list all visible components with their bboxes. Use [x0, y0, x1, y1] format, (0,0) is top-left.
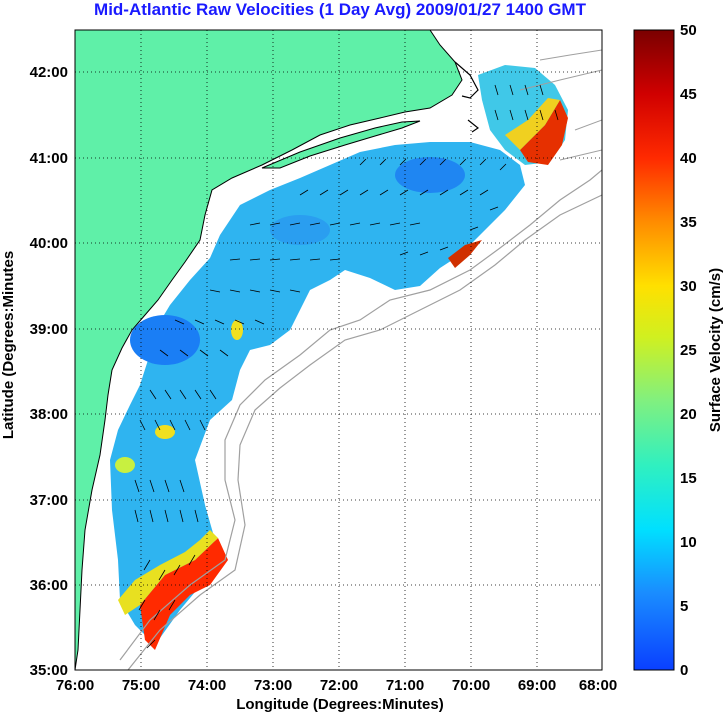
bathymetry-contour: [519, 49, 602, 161]
high-velocity-ne-yellow: [505, 98, 560, 150]
chart-title: Mid-Atlantic Raw Velocities (1 Day Avg) …: [94, 0, 586, 19]
x-tick-label: 68:00: [579, 677, 617, 694]
colorbar-tick-label: 0: [680, 662, 688, 679]
map-layers: [75, 30, 602, 670]
colorbar-scale: [633, 29, 675, 671]
x-tick-label: 71:00: [386, 677, 424, 694]
x-axis-ticks: 76:00 75:00 74:00 73:00 72:00 71:00 70:0…: [56, 677, 617, 694]
x-tick-label: 75:00: [122, 677, 160, 694]
x-axis-label: Longitude (Degrees:Minutes): [236, 696, 444, 713]
velocity-arrows: [134, 84, 559, 649]
x-tick-label: 70:00: [452, 677, 490, 694]
colorbar-label: Surface Velocity (cm/s): [707, 268, 724, 432]
colorbar-tick-label: 40: [680, 150, 697, 167]
y-tick-label: 35:00: [30, 662, 68, 679]
land-mass: [75, 30, 463, 670]
low-velocity-patch: [395, 157, 465, 193]
plot-frame: [74, 29, 603, 671]
medium-velocity-patch: [231, 320, 243, 340]
medium-velocity-patch: [115, 457, 135, 473]
high-velocity-south: [140, 538, 228, 650]
colorbar-tick-label: 5: [680, 598, 688, 615]
colorbar-tick-label: 10: [680, 534, 697, 551]
low-velocity-patch: [270, 215, 330, 245]
velocity-field: [110, 142, 525, 645]
y-tick-label: 37:00: [30, 492, 68, 509]
colorbar-tick-label: 15: [680, 470, 697, 487]
colorbar-tick-label: 20: [680, 406, 697, 423]
colorbar-tick-label: 25: [680, 342, 697, 359]
y-tick-label: 41:00: [30, 150, 68, 167]
high-velocity-south-yellow: [118, 530, 218, 615]
y-tick-label: 40:00: [30, 235, 68, 252]
colorbar-tick-label: 50: [680, 22, 697, 39]
y-tick-label: 38:00: [30, 406, 68, 423]
y-tick-label: 42:00: [30, 64, 68, 81]
x-tick-label: 72:00: [320, 677, 358, 694]
y-tick-label: 39:00: [30, 321, 68, 338]
y-axis-ticks: 35:00 36:00 37:00 38:00 39:00 40:00 41:0…: [30, 64, 68, 679]
colorbar-tick-label: 35: [680, 214, 697, 231]
low-velocity-patch: [130, 315, 200, 365]
bathymetry-contour: [127, 194, 602, 670]
x-tick-label: 69:00: [518, 677, 556, 694]
bathymetry-contour: [119, 169, 602, 661]
colorbar-tick-label: 45: [680, 86, 697, 103]
y-tick-label: 36:00: [30, 577, 68, 594]
colorbar-tick-label: 30: [680, 278, 697, 295]
medium-velocity-patch: [155, 425, 175, 439]
x-tick-label: 76:00: [56, 677, 94, 694]
x-tick-label: 74:00: [188, 677, 226, 694]
x-tick-label: 73:00: [254, 677, 292, 694]
grid-lines: [75, 30, 602, 670]
colorbar: 0 5 10 15 20 25 30 35 40 45 50 Surface V…: [633, 22, 724, 679]
y-axis-label: Latitude (Degrees:Minutes: [0, 251, 17, 439]
high-velocity-ne: [520, 100, 568, 165]
high-velocity-east: [448, 240, 482, 268]
long-island: [261, 120, 421, 169]
